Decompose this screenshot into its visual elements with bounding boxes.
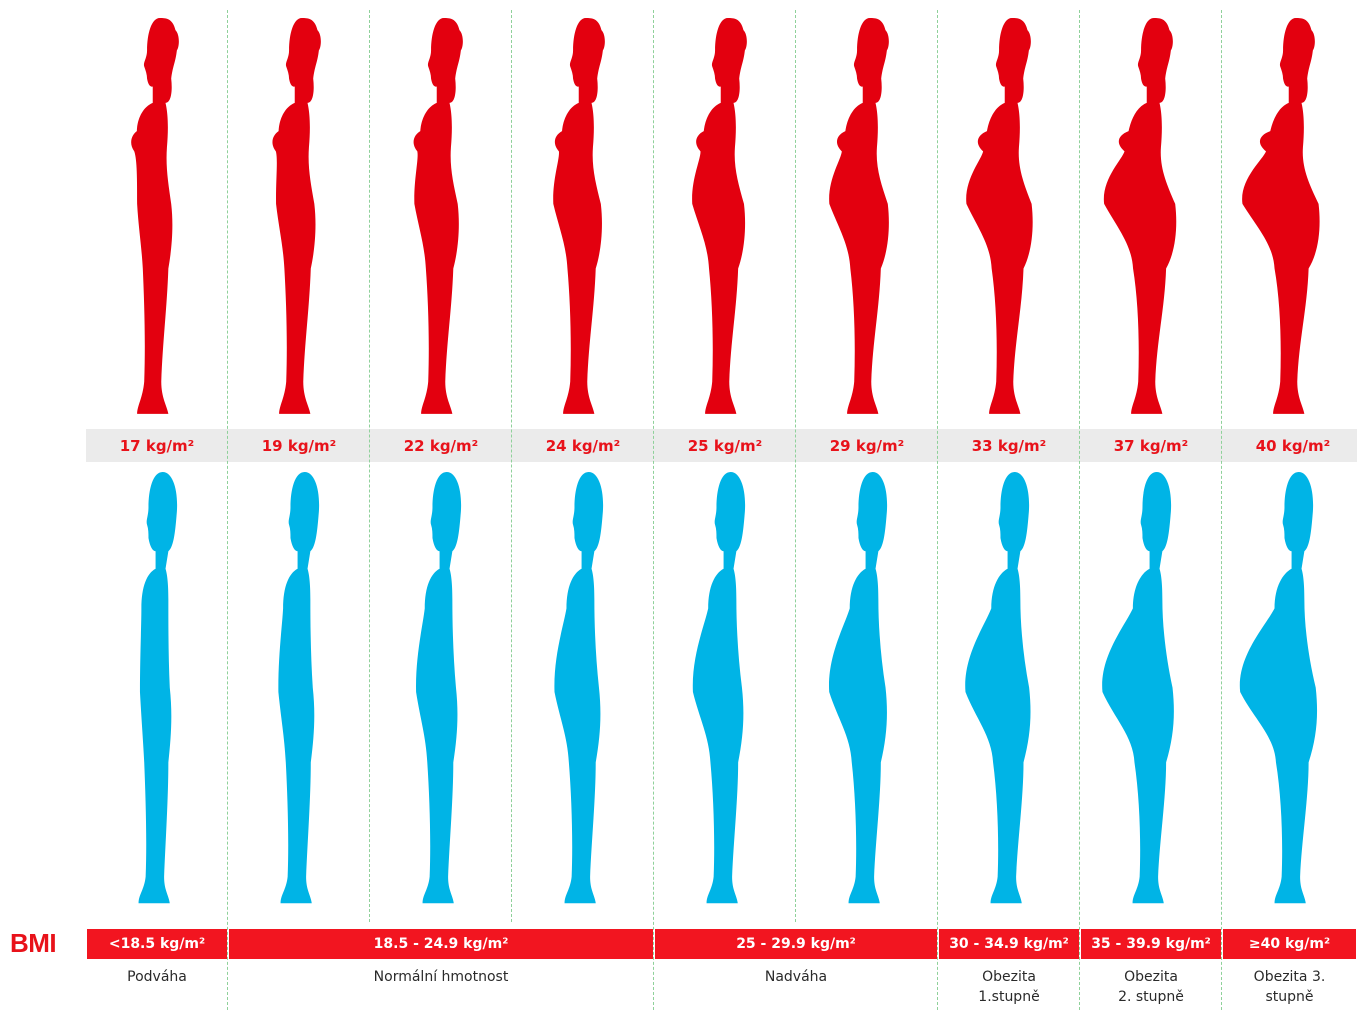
male-silhouette-shape — [1102, 472, 1174, 904]
male-silhouette — [370, 472, 512, 912]
female-silhouette-shape — [1242, 18, 1320, 414]
female-silhouette-shape — [692, 18, 747, 414]
bmi-value: 24 kg/m² — [545, 436, 621, 455]
category-label: Nadváha — [764, 969, 828, 985]
bmi-range-bar: <18.5 kg/m² — [87, 929, 227, 959]
male-silhouette-shape — [692, 472, 746, 904]
bmi-range-bar: 25 - 29.9 kg/m² — [655, 929, 937, 959]
female-silhouette — [654, 18, 796, 422]
category-label: Obezita 2. stupně — [1118, 969, 1184, 1005]
female-silhouette-shape — [272, 18, 321, 414]
female-silhouette — [370, 18, 512, 422]
bmi-value: 17 kg/m² — [119, 436, 195, 455]
male-silhouette-shape — [554, 472, 604, 904]
female-silhouette-shape — [1103, 18, 1177, 414]
female-silhouette-shape — [553, 18, 605, 414]
category-label: Obezita 1.stupně — [978, 969, 1040, 1005]
male-silhouette — [228, 472, 370, 912]
column-divider — [511, 10, 512, 922]
bmi-value: 33 kg/m² — [971, 436, 1047, 455]
male-silhouette-shape — [416, 472, 462, 904]
column-divider — [795, 10, 796, 922]
bmi-range-bar: 18.5 - 24.9 kg/m² — [229, 929, 653, 959]
male-silhouette-shape — [828, 472, 888, 904]
male-silhouette-shape — [278, 472, 320, 904]
male-silhouette — [938, 472, 1080, 912]
category-label: Obezita 3. stupně — [1253, 969, 1326, 1005]
male-silhouette — [1080, 472, 1222, 912]
column-divider — [369, 10, 370, 922]
male-silhouette-shape — [965, 472, 1031, 904]
bmi-value-strip — [86, 429, 1357, 462]
category-label: Podváha — [127, 969, 187, 985]
female-silhouette — [1222, 18, 1357, 422]
column-divider — [653, 10, 654, 1010]
male-silhouette — [512, 472, 654, 912]
female-silhouette-shape — [829, 18, 889, 414]
bmi-value: 37 kg/m² — [1113, 436, 1189, 455]
category-label: Normální hmotnost — [373, 969, 509, 985]
female-silhouette — [796, 18, 938, 422]
bmi-label: BMI — [10, 928, 57, 958]
male-silhouette — [796, 472, 938, 912]
column-divider — [1221, 10, 1222, 1010]
male-silhouette — [654, 472, 796, 912]
female-silhouette-shape — [131, 18, 179, 414]
bmi-value: 22 kg/m² — [403, 436, 479, 455]
bmi-range-bar: 30 - 34.9 kg/m² — [939, 929, 1079, 959]
male-silhouette — [86, 472, 228, 912]
female-silhouette — [228, 18, 370, 422]
column-divider — [227, 10, 228, 1010]
female-silhouette — [938, 18, 1080, 422]
female-silhouette — [86, 18, 228, 422]
male-silhouette — [1222, 472, 1357, 912]
female-silhouette — [1080, 18, 1222, 422]
bmi-range-bar: ≥40 kg/m² — [1223, 929, 1356, 959]
bmi-value: 40 kg/m² — [1255, 436, 1331, 455]
bmi-value: 29 kg/m² — [829, 436, 905, 455]
column-divider — [1079, 10, 1080, 1010]
bmi-value: 19 kg/m² — [261, 436, 337, 455]
female-silhouette-shape — [966, 18, 1033, 414]
male-silhouette-shape — [1239, 472, 1318, 904]
column-divider — [937, 10, 938, 1010]
female-silhouette-shape — [413, 18, 463, 414]
bmi-range-bar: 35 - 39.9 kg/m² — [1081, 929, 1221, 959]
bmi-value: 25 kg/m² — [687, 436, 763, 455]
female-silhouette — [512, 18, 654, 422]
male-silhouette-shape — [138, 472, 178, 904]
